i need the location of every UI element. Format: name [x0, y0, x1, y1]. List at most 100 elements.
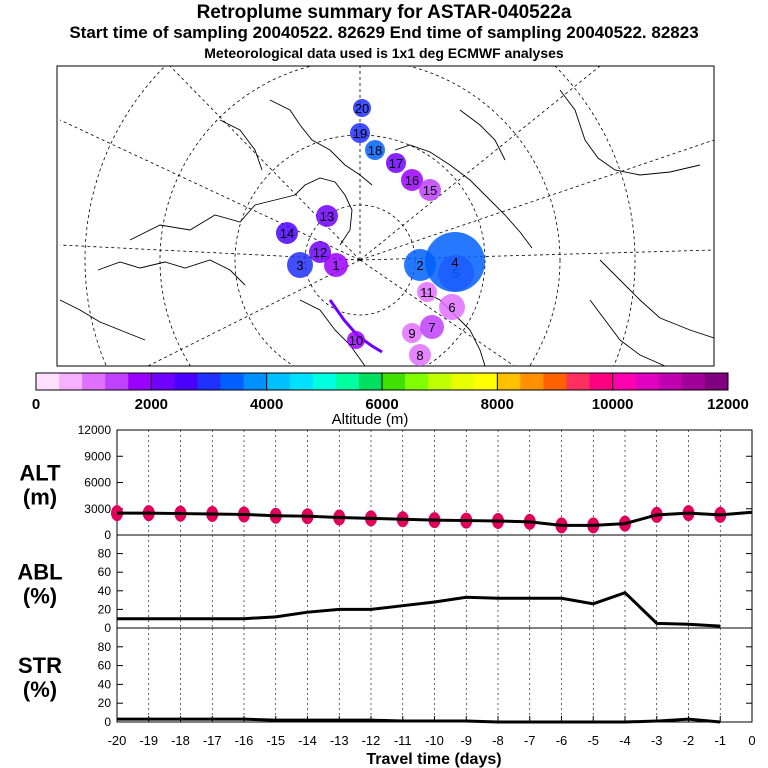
colorbar-swatch — [658, 373, 683, 390]
cluster-label: 6 — [448, 300, 455, 315]
y-tick-label: 60 — [98, 659, 112, 673]
colorbar-tick-label: 4000 — [250, 396, 283, 413]
x-tick-label: -10 — [425, 733, 444, 748]
colorbar-tick-label: 10000 — [592, 396, 634, 413]
colorbar-swatch — [405, 373, 429, 390]
colorbar-tick-label: 2000 — [135, 396, 168, 413]
colorbar-swatch — [635, 373, 660, 390]
colorbar-swatch — [174, 373, 198, 390]
cluster-marker — [350, 123, 370, 143]
colorbar-swatch — [105, 373, 129, 390]
colorbar-swatch — [335, 373, 360, 390]
cluster-label: 3 — [296, 258, 303, 273]
chart-title: Retroplume summary for ASTAR-040522a — [196, 2, 572, 23]
x-tick-label: -18 — [171, 733, 190, 748]
y-tick-label: 9000 — [84, 449, 111, 463]
cluster-marker — [324, 253, 348, 277]
panel-ylabel: (%) — [23, 677, 57, 702]
cluster-label: 18 — [368, 143, 382, 158]
colorbar-swatch — [59, 373, 83, 390]
colorbar-swatch — [612, 373, 637, 390]
x-tick-label: -4 — [619, 733, 631, 748]
meteorology-subtitle: Meteorological data used is 1x1 deg ECMW… — [204, 45, 564, 61]
colorbar-swatch — [312, 373, 337, 390]
cluster-marker — [420, 315, 444, 339]
y-tick-label: 0 — [104, 621, 111, 635]
x-tick-label: 0 — [748, 733, 755, 748]
map-panel: 2019181716151413121110987654321 — [56, 65, 715, 367]
x-tick-label: -20 — [108, 733, 127, 748]
colorbar-swatch — [382, 373, 406, 390]
y-tick-label: 80 — [98, 547, 112, 561]
y-tick-label: 0 — [104, 528, 111, 542]
x-tick-label: -8 — [492, 733, 504, 748]
colorbar-swatch — [681, 373, 706, 390]
colorbar-tick-label: 6000 — [365, 396, 398, 413]
map-coastlines — [59, 89, 714, 366]
cluster-label: 8 — [416, 348, 423, 363]
colorbar-swatch — [289, 373, 314, 390]
x-tick-label: -16 — [235, 733, 254, 748]
cluster-marker — [347, 331, 365, 349]
colorbar-swatch — [497, 373, 521, 390]
panel-ylabel: ALT — [19, 461, 61, 486]
x-tick-label: -9 — [460, 733, 472, 748]
colorbar-swatch — [36, 373, 60, 390]
cluster-label: 19 — [353, 126, 367, 141]
cluster-marker — [365, 140, 385, 160]
colorbar-swatch — [151, 373, 175, 390]
y-tick-label: 12000 — [78, 423, 112, 437]
colorbar-swatch — [128, 373, 152, 390]
cluster-label: 13 — [320, 209, 334, 224]
colorbar-swatch — [589, 373, 614, 390]
cluster-label: 9 — [408, 326, 415, 341]
cluster-label: 2 — [416, 258, 423, 273]
colorbar-swatch — [520, 373, 544, 390]
colorbar-swatch — [451, 373, 475, 390]
cluster-marker — [401, 169, 423, 191]
colorbar-swatch — [543, 373, 568, 390]
x-tick-label: -6 — [556, 733, 568, 748]
colorbar-swatch — [197, 373, 222, 390]
panel-ylabel: (%) — [23, 584, 57, 609]
x-tick-label: -19 — [139, 733, 158, 748]
map-clusters: 2019181716151413121110987654321 — [276, 99, 485, 366]
y-tick-label: 20 — [98, 602, 112, 616]
altitude-colorbar: 0 2000 4000 6000 8000 10000 12000 Altitude (m) — [32, 372, 749, 428]
y-tick-label: 6000 — [84, 476, 111, 490]
time-series-panels: 030006000900012000ALT(m)020406080ABL(%)0… — [17, 423, 755, 768]
y-tick-label: 40 — [98, 584, 112, 598]
cluster-marker — [417, 282, 437, 302]
cluster-marker — [404, 249, 436, 281]
x-tick-label: -12 — [362, 733, 381, 748]
panel-ylabel: ABL — [17, 560, 62, 585]
colorbar-swatch — [566, 373, 591, 390]
panel-ylabel: STR — [18, 653, 62, 678]
x-tick-label: -11 — [394, 733, 412, 748]
x-tick-label: -17 — [203, 733, 222, 748]
series-line — [117, 717, 721, 724]
x-tick-label: -1 — [714, 733, 726, 748]
cluster-marker — [402, 323, 422, 343]
sampling-time-subtitle: Start time of sampling 20040522. 82629 E… — [69, 23, 699, 42]
y-tick-label: 3000 — [84, 502, 111, 516]
colorbar-swatch — [428, 373, 452, 390]
x-tick-label: -7 — [524, 733, 536, 748]
cluster-marker — [287, 252, 313, 278]
cluster-marker — [409, 344, 431, 366]
x-axis-label: Travel time (days) — [366, 751, 501, 768]
colorbar-swatch — [266, 373, 291, 390]
cluster-marker — [309, 241, 331, 263]
colorbar-swatch — [474, 373, 498, 390]
cluster-marker — [386, 153, 406, 173]
cluster-label: 12 — [313, 245, 327, 260]
cluster-label: 10 — [349, 333, 363, 348]
series-line — [117, 590, 721, 628]
cluster-label: 1 — [332, 258, 339, 273]
cluster-label: 14 — [280, 226, 294, 241]
x-tick-label: -14 — [298, 733, 317, 748]
colorbar-tick-label: 0 — [32, 396, 40, 413]
x-tick-label: -2 — [683, 733, 695, 748]
cluster-label: 4 — [451, 255, 458, 270]
